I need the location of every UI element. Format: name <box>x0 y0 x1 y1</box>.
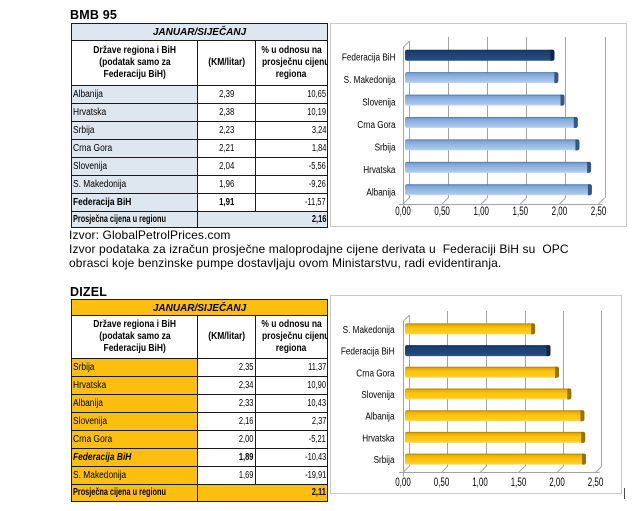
svg-text:Slovenija: Slovenija <box>362 96 396 108</box>
svg-text:0,00: 0,00 <box>395 475 411 489</box>
svg-text:Federacija BiH: Federacija BiH <box>342 51 396 63</box>
svg-text:1,00: 1,00 <box>473 204 489 218</box>
svg-text:2,50: 2,50 <box>588 475 604 489</box>
svg-text:Hrvatska: Hrvatska <box>363 163 396 175</box>
svg-text:Crna Gora: Crna Gora <box>356 366 395 378</box>
svg-text:S. Makedonija: S. Makedonija <box>343 323 396 335</box>
svg-text:Crna Gora: Crna Gora <box>357 118 396 130</box>
svg-text:Hrvatska: Hrvatska <box>362 431 395 443</box>
svg-text:S. Makedonija: S. Makedonija <box>344 73 397 85</box>
svg-text:0,00: 0,00 <box>395 204 411 218</box>
svg-text:2,00: 2,00 <box>552 204 568 218</box>
svg-text:2,50: 2,50 <box>591 204 607 218</box>
svg-text:0,50: 0,50 <box>434 204 450 218</box>
svg-text:Albanija: Albanija <box>366 185 396 197</box>
svg-text:Albanija: Albanija <box>365 410 395 422</box>
svg-text:2,00: 2,00 <box>549 475 565 489</box>
svg-text:Srbija: Srbija <box>374 453 396 465</box>
svg-text:Slovenija: Slovenija <box>361 388 395 400</box>
svg-text:1,00: 1,00 <box>472 475 488 489</box>
svg-text:1,50: 1,50 <box>511 475 527 489</box>
svg-text:Federacija BiH: Federacija BiH <box>341 345 395 357</box>
svg-text:0,50: 0,50 <box>434 475 450 489</box>
svg-text:Srbija: Srbija <box>375 140 397 152</box>
svg-text:1,50: 1,50 <box>513 204 529 218</box>
